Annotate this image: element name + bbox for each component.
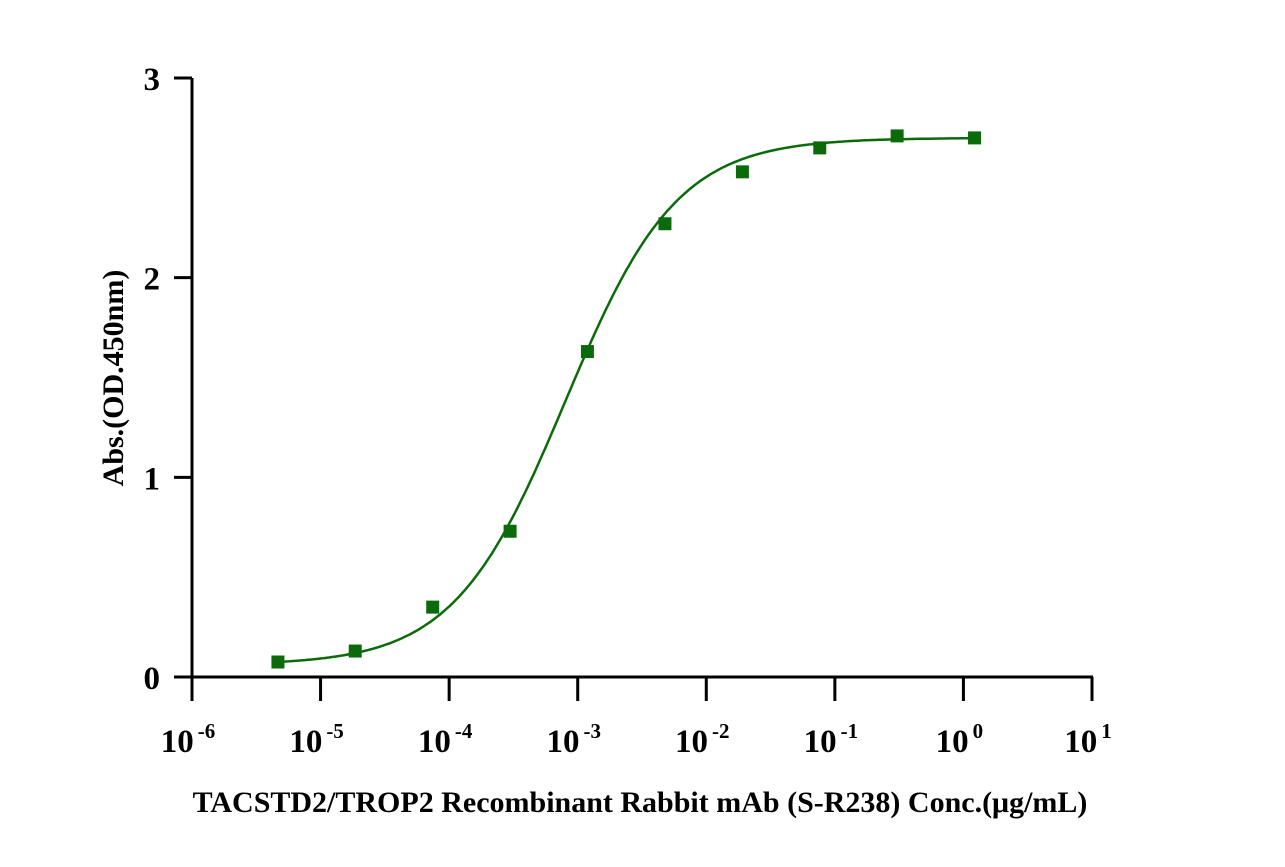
data-point bbox=[890, 129, 904, 143]
data-points bbox=[271, 129, 982, 669]
y-tick-label: 0 bbox=[144, 661, 161, 697]
y-tick-label: 2 bbox=[144, 262, 161, 298]
data-point bbox=[813, 141, 827, 155]
x-tick-label: 10 -3 bbox=[546, 719, 601, 760]
x-ticks: 10 -6 10 -5 10 -4 10 -3 10 -2 10 -1 10 0 10 1 bbox=[161, 677, 1112, 760]
x-tick-label: 10 1 bbox=[1064, 719, 1112, 760]
y-tick-label: 3 bbox=[144, 62, 161, 98]
x-tick-label: 10 -4 bbox=[418, 719, 473, 760]
fit-curve bbox=[277, 136, 975, 664]
x-axis-title: TACSTD2/TROP2 Recombinant Rabbit mAb (S-… bbox=[193, 786, 1088, 819]
data-point bbox=[426, 600, 440, 614]
x-tick-label: 10 -5 bbox=[289, 719, 344, 760]
y-ticks: 0 1 2 3 bbox=[144, 62, 192, 697]
x-tick-label: 10 -2 bbox=[675, 719, 730, 760]
data-point bbox=[580, 345, 594, 359]
data-point bbox=[658, 217, 672, 231]
data-point bbox=[503, 524, 517, 538]
x-tick-label: 10 -6 bbox=[161, 719, 216, 760]
y-tick-label: 1 bbox=[144, 461, 161, 497]
y-axis-title: Abs.(OD.450nm) bbox=[97, 270, 130, 487]
data-point bbox=[271, 655, 285, 669]
data-point bbox=[735, 165, 749, 179]
axes bbox=[174, 78, 1093, 679]
data-point bbox=[968, 131, 982, 145]
x-tick-label: 10 -1 bbox=[804, 719, 859, 760]
x-tick-label: 10 0 bbox=[936, 719, 984, 760]
data-point bbox=[348, 644, 362, 658]
